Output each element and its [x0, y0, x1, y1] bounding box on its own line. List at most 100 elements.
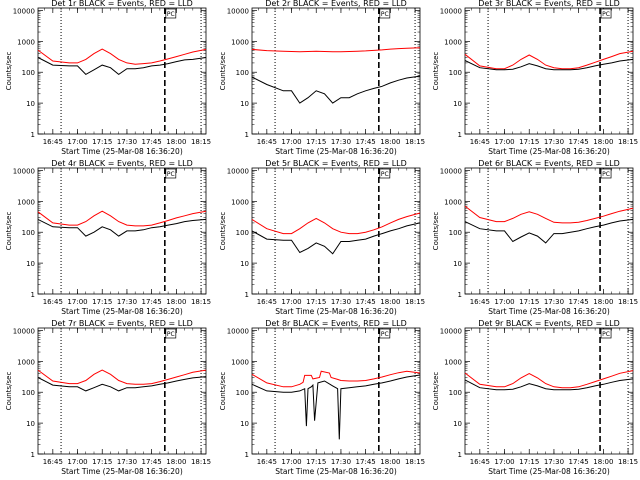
x-tick-label: 17:15: [92, 298, 112, 306]
lld-series-line: [464, 370, 634, 389]
y-tick-label: 1: [245, 291, 249, 299]
x-tick-label: 16:45: [470, 298, 490, 306]
x-tick-label: 18:15: [618, 138, 638, 146]
y-tick-label: 100: [236, 389, 249, 397]
y-tick-label: 1: [31, 131, 35, 139]
x-tick-label: 17:15: [519, 458, 539, 466]
plot-frame: [251, 7, 421, 135]
y-axis-label: Counts/sec: [5, 372, 13, 411]
lld-series-line: [251, 370, 421, 388]
y-tick-label: 1: [31, 291, 35, 299]
chart-title: Det 2r BLACK = Events, RED = LLD: [265, 0, 407, 8]
x-tick-label: 17:45: [356, 458, 376, 466]
pc-marker-box: [600, 328, 612, 339]
chart-panel-7: Det 7r BLACK = Events, RED = LLD 1 10 100 10…: [5, 319, 211, 476]
chart-panel-5: Det 5r BLACK = Events, RED = LLD 1 10 100 10…: [219, 159, 425, 316]
plot-frame: [464, 327, 634, 455]
y-tick-label: 1: [458, 291, 462, 299]
y-tick-label: 10000: [13, 327, 35, 335]
y-axis-label: Counts/sec: [432, 372, 440, 411]
y-tick-label: 1000: [444, 38, 462, 46]
x-tick-label: 17:00: [281, 138, 301, 146]
lld-series-line: [37, 48, 207, 65]
events-series-line: [464, 378, 634, 391]
x-tick-label: 18:00: [593, 458, 613, 466]
events-series-line: [251, 374, 421, 440]
x-tick-label: 16:45: [43, 458, 63, 466]
pc-marker-box: [379, 168, 391, 179]
events-series-line: [37, 218, 207, 237]
events-series-line: [251, 222, 421, 255]
pc-marker-label: PC: [602, 331, 610, 338]
events-series-line: [464, 218, 634, 244]
x-tick-label: 16:45: [257, 298, 277, 306]
x-tick-label: 17:30: [117, 458, 137, 466]
y-axis-label: Counts/sec: [219, 372, 227, 411]
y-tick-label: 1000: [17, 358, 35, 366]
pc-marker-label: PC: [381, 331, 389, 338]
y-tick-label: 10: [26, 420, 35, 428]
chart-panel-6: Det 6r BLACK = Events, RED = LLD 1 10 100 10…: [432, 159, 638, 316]
y-tick-label: 100: [236, 69, 249, 77]
y-tick-label: 1: [458, 131, 462, 139]
x-axis-label: Start Time (25-Mar-08 16:36:20): [488, 147, 610, 156]
x-tick-label: 17:15: [92, 138, 112, 146]
x-tick-label: 17:15: [306, 298, 326, 306]
plot-frame: [464, 7, 634, 135]
y-tick-label: 1: [245, 451, 249, 459]
chart-title: Det 8r BLACK = Events, RED = LLD: [265, 319, 407, 328]
x-tick-label: 17:30: [544, 298, 564, 306]
y-tick-label: 10000: [440, 167, 462, 175]
x-tick-label: 17:00: [494, 138, 514, 146]
y-axis-label: Counts/sec: [5, 52, 13, 91]
chart-panel-4: Det 4r BLACK = Events, RED = LLD 1 10 100 10…: [5, 159, 211, 316]
x-axis-label: Start Time (25-Mar-08 16:36:20): [61, 147, 183, 156]
plot-frame: [37, 327, 207, 455]
x-tick-label: 18:15: [405, 138, 425, 146]
x-tick-label: 17:00: [494, 458, 514, 466]
y-tick-label: 1000: [231, 198, 249, 206]
chart-panel-9: Det 9r BLACK = Events, RED = LLD 1 10 100 10…: [432, 319, 638, 476]
y-tick-label: 10: [453, 100, 462, 108]
plot-frame: [251, 167, 421, 295]
y-tick-label: 10: [26, 260, 35, 268]
x-tick-label: 18:00: [380, 298, 400, 306]
y-tick-label: 10000: [227, 167, 249, 175]
x-tick-label: 18:00: [166, 138, 186, 146]
pc-marker-box: [379, 8, 391, 19]
chart-title: Det 9r BLACK = Events, RED = LLD: [478, 319, 620, 328]
x-tick-label: 17:45: [356, 138, 376, 146]
x-tick-label: 17:15: [306, 138, 326, 146]
x-tick-label: 17:30: [544, 458, 564, 466]
y-tick-label: 100: [236, 229, 249, 237]
y-tick-label: 10000: [227, 327, 249, 335]
pc-marker-box: [379, 328, 391, 339]
x-tick-label: 17:45: [142, 138, 162, 146]
x-tick-label: 18:00: [380, 138, 400, 146]
pc-marker-box: [165, 328, 177, 339]
chart-panel-1: Det 1r BLACK = Events, RED = LLD 1 10 100 10…: [5, 0, 211, 156]
x-tick-label: 18:15: [191, 298, 211, 306]
x-tick-label: 16:45: [257, 458, 277, 466]
x-tick-label: 17:15: [519, 298, 539, 306]
events-series-line: [37, 376, 207, 392]
x-axis-label: Start Time (25-Mar-08 16:36:20): [275, 307, 397, 316]
events-series-line: [251, 75, 421, 104]
x-tick-label: 18:15: [618, 458, 638, 466]
pc-marker-label: PC: [602, 11, 610, 18]
x-tick-label: 16:45: [470, 138, 490, 146]
x-axis-label: Start Time (25-Mar-08 16:36:20): [61, 467, 183, 476]
x-tick-label: 17:45: [569, 458, 589, 466]
y-tick-label: 1000: [231, 358, 249, 366]
y-tick-label: 10000: [13, 167, 35, 175]
pc-marker-label: PC: [602, 171, 610, 178]
y-tick-label: 10000: [440, 7, 462, 15]
x-tick-label: 16:45: [257, 138, 277, 146]
y-tick-label: 10000: [440, 327, 462, 335]
pc-marker-box: [600, 8, 612, 19]
x-tick-label: 18:15: [191, 458, 211, 466]
x-tick-label: 16:45: [470, 458, 490, 466]
y-tick-label: 1000: [17, 198, 35, 206]
y-tick-label: 10: [26, 100, 35, 108]
chart-title: Det 3r BLACK = Events, RED = LLD: [478, 0, 620, 8]
